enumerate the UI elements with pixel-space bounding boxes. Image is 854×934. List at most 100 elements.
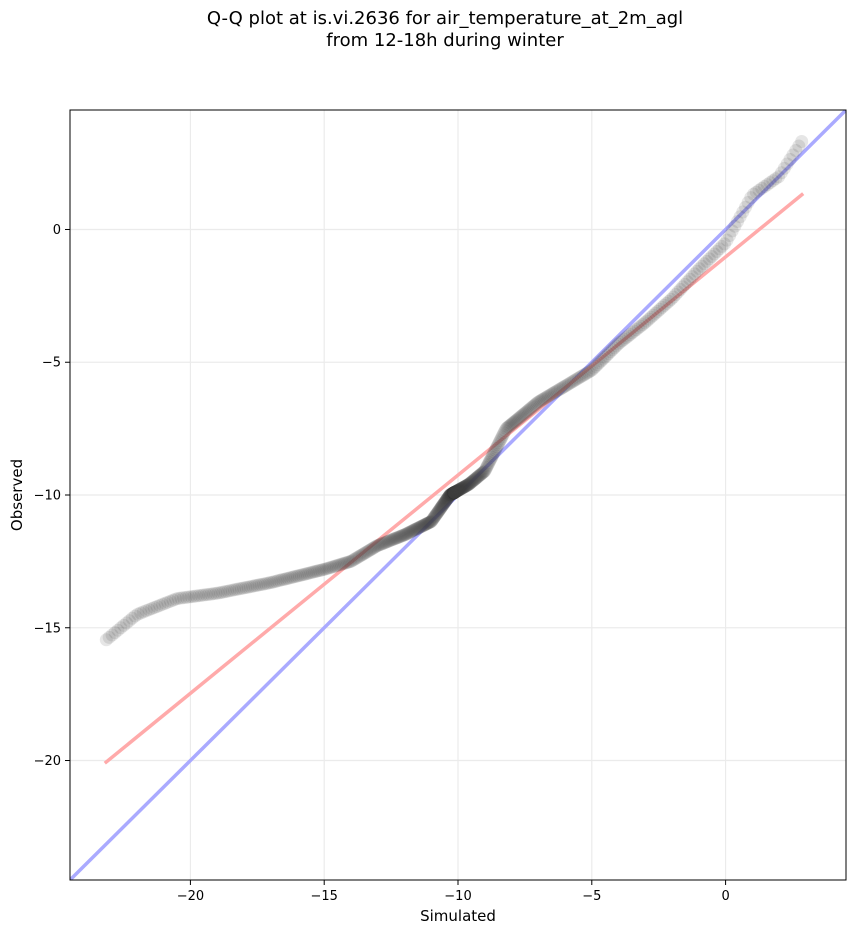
data-point: [342, 555, 356, 569]
data-point: [355, 548, 369, 562]
data-point: [522, 403, 536, 416]
data-point: [248, 579, 262, 593]
data-point: [370, 539, 384, 553]
data-point: [422, 516, 436, 530]
data-point: [447, 486, 461, 500]
data-point: [629, 323, 643, 337]
data-point: [449, 485, 463, 498]
data-point: [321, 561, 335, 575]
data-point: [325, 560, 338, 574]
data-point: [328, 559, 342, 573]
data-point: [450, 484, 463, 498]
data-point: [414, 520, 428, 534]
data-point: [436, 498, 450, 512]
data-point: [642, 312, 656, 326]
data-point: [241, 580, 255, 594]
data-point: [458, 479, 472, 493]
data-point: [337, 556, 351, 570]
data-point: [598, 350, 612, 364]
data-point: [166, 593, 180, 607]
data-point: [436, 498, 450, 512]
data-point: [481, 457, 495, 471]
data-point: [447, 486, 461, 500]
data-point: [453, 482, 467, 496]
data-point: [441, 492, 454, 505]
grid: [70, 110, 846, 880]
data-point: [403, 525, 417, 539]
data-point: [457, 480, 470, 494]
data-point: [731, 215, 744, 228]
data-point: [416, 519, 430, 533]
data-point: [669, 288, 683, 301]
data-point: [428, 509, 442, 523]
points: [99, 135, 809, 647]
data-point: [680, 275, 694, 289]
data-point: [243, 580, 257, 594]
data-point: [705, 250, 719, 263]
data-point: [688, 267, 702, 281]
data-point: [447, 486, 461, 500]
data-point: [506, 416, 520, 430]
data-point: [408, 522, 422, 536]
data-point: [547, 386, 561, 399]
data-point: [307, 565, 321, 579]
data-point: [448, 485, 462, 499]
data-point: [457, 480, 471, 494]
data-point: [544, 387, 558, 401]
data-point: [261, 576, 274, 590]
data-point: [565, 375, 578, 389]
data-point: [435, 500, 449, 513]
data-point: [411, 521, 425, 535]
data-point: [442, 490, 455, 504]
data-point: [448, 485, 461, 499]
data-point: [313, 564, 326, 577]
data-point: [741, 196, 755, 209]
data-point: [234, 581, 248, 595]
data-point: [690, 264, 704, 278]
data-point: [438, 495, 452, 509]
data-point: [473, 468, 487, 482]
y-tick-label: −5: [42, 356, 61, 371]
data-point: [478, 464, 492, 478]
data-point: [502, 419, 516, 433]
data-point: [772, 170, 786, 184]
data-point: [446, 486, 460, 500]
data-point: [710, 245, 724, 258]
data-point: [712, 242, 726, 256]
data-point: [421, 516, 435, 530]
data-point: [464, 475, 478, 489]
data-point: [683, 272, 697, 286]
data-point: [736, 205, 750, 219]
data-point: [428, 510, 442, 523]
data-point: [399, 527, 413, 541]
data-point: [350, 551, 364, 565]
data-point: [432, 503, 446, 517]
data-point: [521, 404, 535, 417]
data-point: [532, 395, 546, 409]
data-point: [444, 487, 458, 501]
data-point: [150, 600, 164, 613]
data-point: [184, 590, 198, 604]
data-point: [459, 479, 473, 493]
data-point: [373, 538, 387, 552]
data-point: [634, 319, 647, 333]
data-point: [382, 534, 395, 548]
chart-title-line1: Q-Q plot at is.vi.2636 for air_temperatu…: [206, 8, 684, 29]
data-point: [467, 473, 481, 487]
data-point: [448, 485, 462, 499]
data-point: [444, 487, 458, 501]
data-point: [536, 392, 550, 406]
data-point: [467, 473, 481, 487]
data-point: [395, 529, 409, 543]
data-point: [636, 318, 650, 332]
data-point: [673, 283, 687, 296]
data-point: [640, 314, 654, 328]
data-point: [498, 424, 512, 438]
data-point: [596, 352, 610, 366]
data-point: [497, 426, 511, 440]
data-point: [557, 380, 570, 394]
data-point: [281, 571, 295, 585]
data-point: [413, 520, 427, 534]
data-point: [365, 542, 379, 556]
data-point: [378, 536, 392, 550]
